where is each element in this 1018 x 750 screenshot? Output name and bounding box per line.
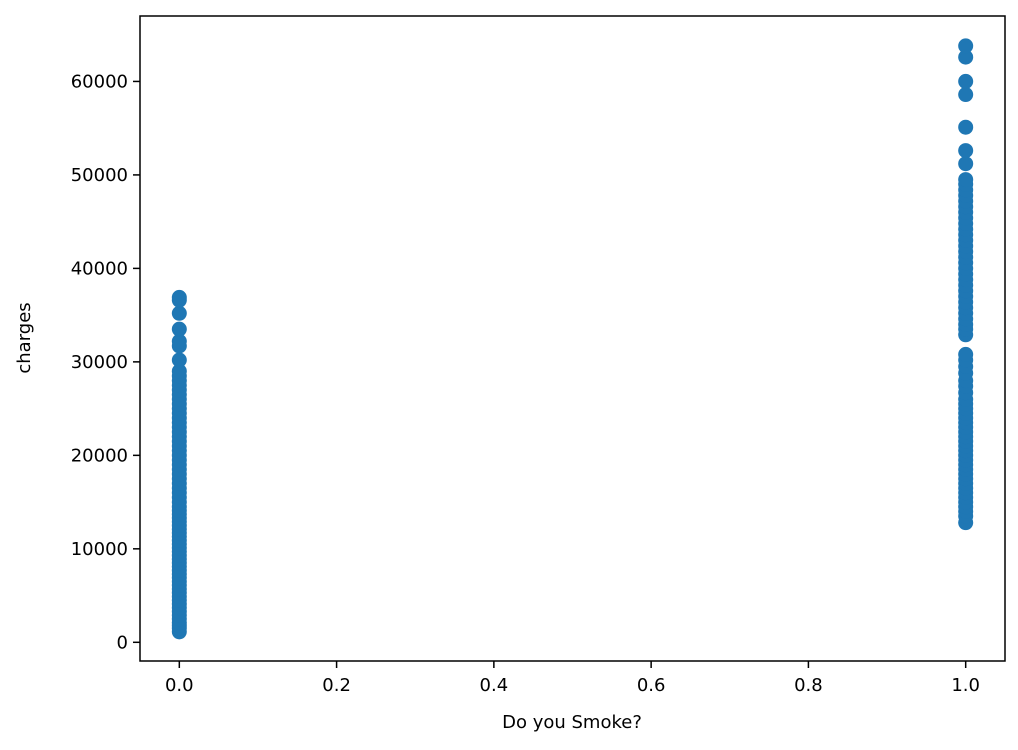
y-tick-label: 20000 (71, 445, 128, 466)
y-tick-label: 30000 (71, 352, 128, 373)
data-point (171, 363, 187, 379)
x-axis-label: Do you Smoke? (502, 712, 642, 733)
x-tick-label: 1.0 (951, 675, 980, 696)
data-point (171, 305, 187, 321)
data-point (171, 289, 187, 305)
y-tick-label: 40000 (71, 258, 128, 279)
data-point (958, 156, 974, 172)
y-tick-label: 0 (117, 632, 128, 653)
x-tick-label: 0.6 (637, 675, 666, 696)
data-point (171, 321, 187, 337)
data-point (958, 172, 974, 188)
x-tick-label: 0.2 (322, 675, 351, 696)
y-tick-label: 60000 (71, 71, 128, 92)
x-tick-label: 0.0 (165, 675, 194, 696)
y-tick-label: 10000 (71, 539, 128, 560)
data-points (171, 38, 974, 640)
y-axis-label: charges (14, 302, 35, 373)
y-tick-label: 50000 (71, 165, 128, 186)
data-point (171, 352, 187, 368)
data-point (171, 333, 187, 349)
data-point (958, 73, 974, 89)
data-point (958, 49, 974, 65)
data-point (958, 38, 974, 54)
y-axis-ticks: 0 10000 20000 30000 40000 50000 60000 (71, 71, 140, 653)
x-axis-ticks: 0.0 0.2 0.4 0.6 0.8 1.0 (165, 661, 980, 696)
data-point (958, 346, 974, 362)
data-point (958, 143, 974, 159)
x-tick-label: 0.8 (794, 675, 823, 696)
data-point (958, 87, 974, 103)
data-point (958, 119, 974, 135)
plot-frame (139, 15, 1006, 662)
x-tick-label: 0.4 (480, 675, 509, 696)
